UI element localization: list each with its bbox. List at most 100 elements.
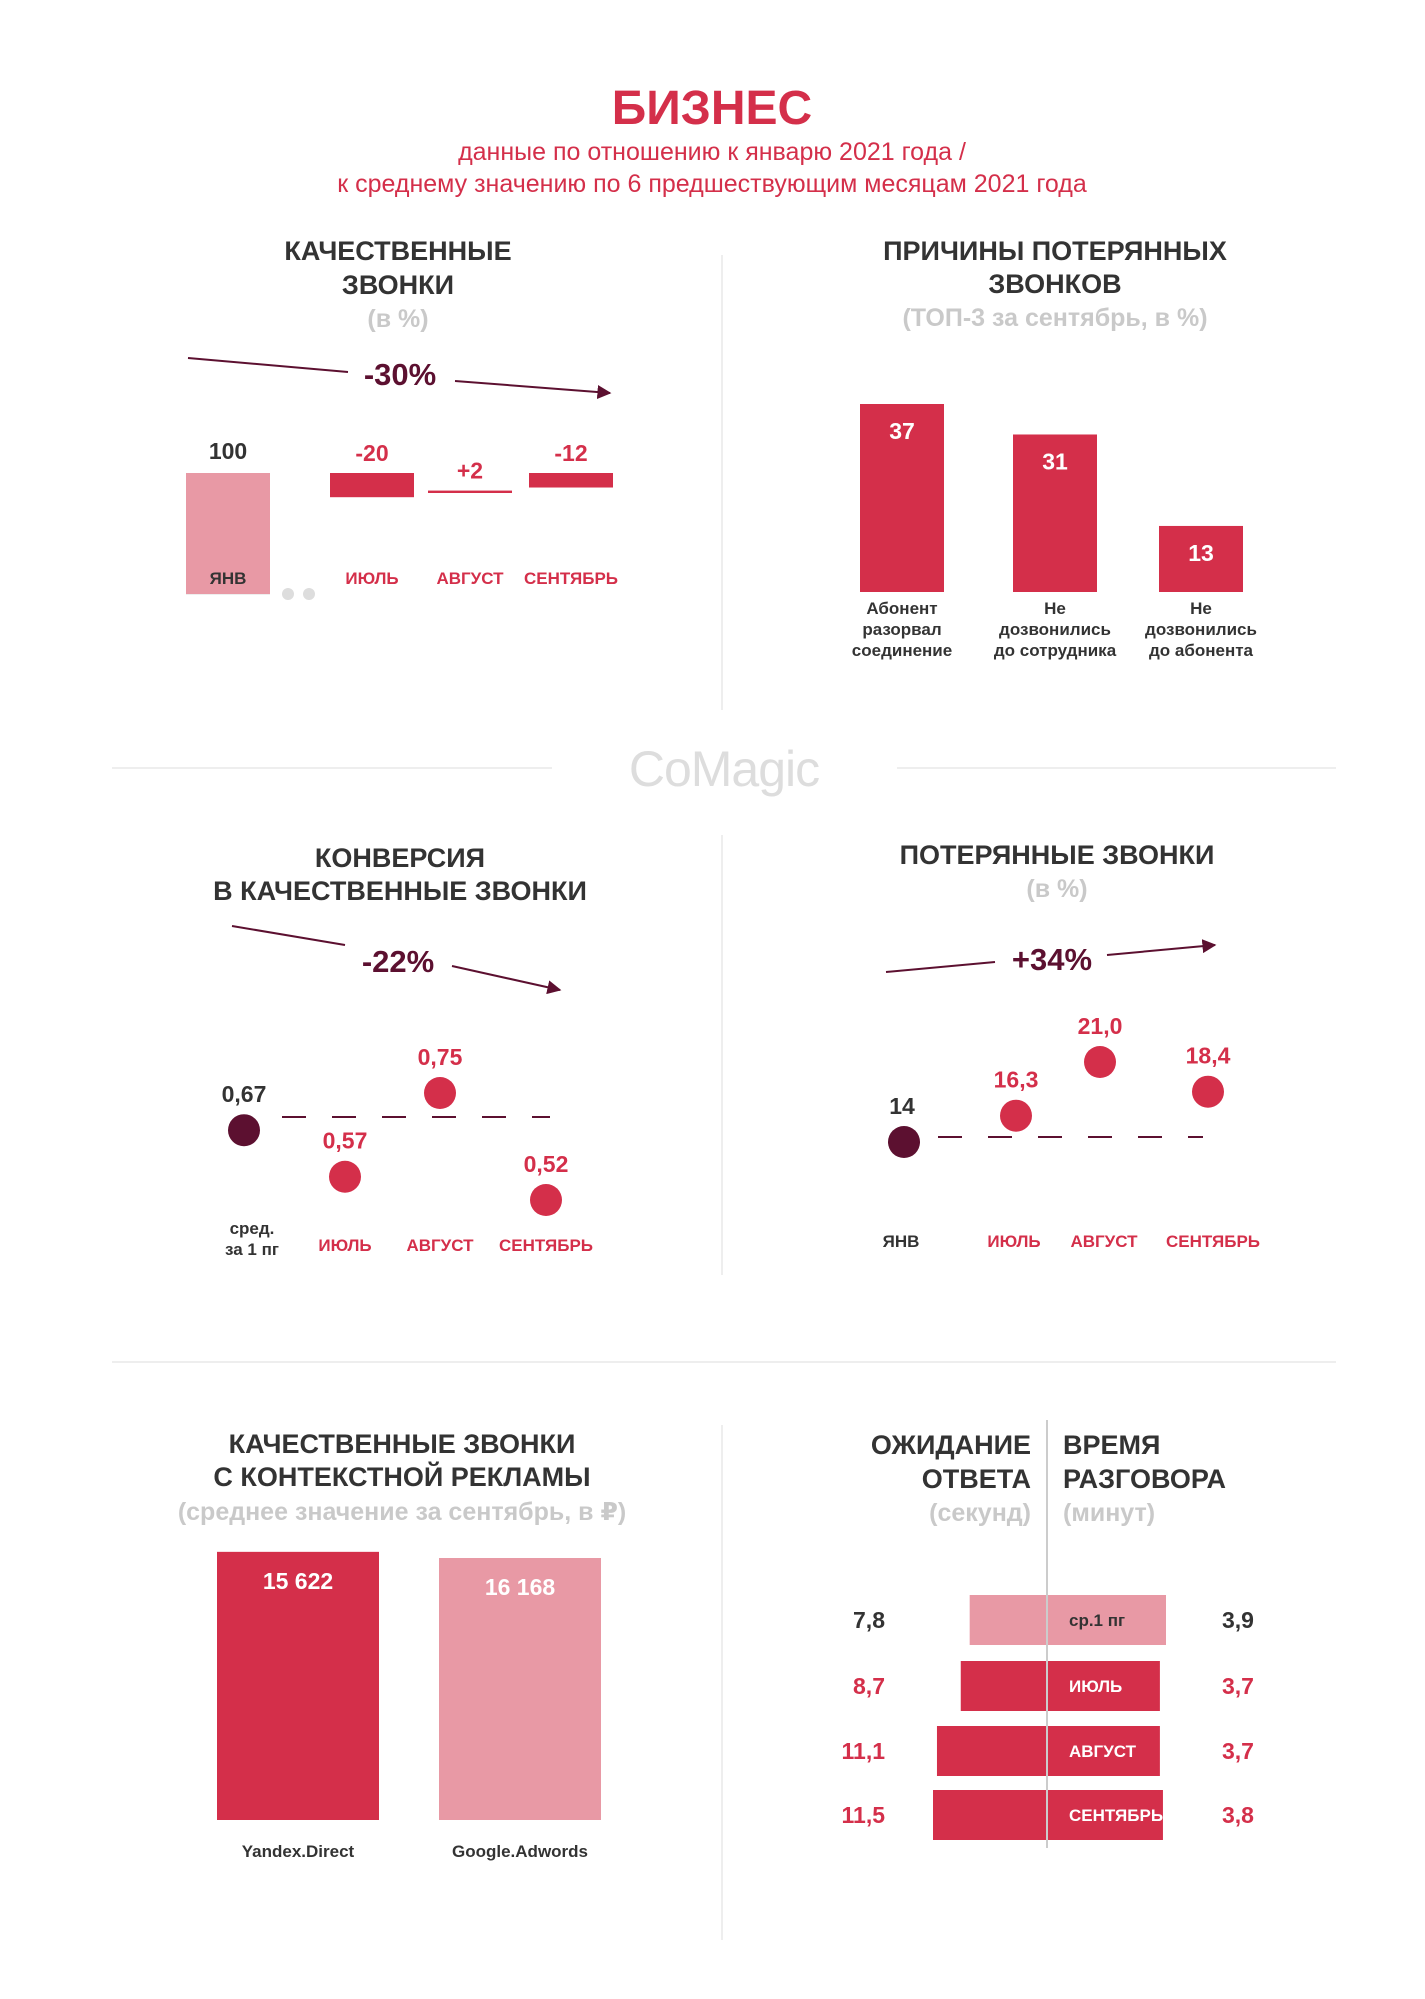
- chart4-tick-label-1: ИЮЛЬ: [987, 1232, 1040, 1251]
- chart4-value-label-0: 14: [889, 1093, 915, 1119]
- chart4-point-2: [1084, 1046, 1116, 1078]
- chart2-tick-label-2-1: дозвонились: [1145, 620, 1257, 639]
- chart3-tick-label-3-0: СЕНТЯБРЬ: [499, 1236, 593, 1255]
- chart1-ellipsis-dot-1: [282, 588, 294, 600]
- chart1-title-line1: КАЧЕСТВЕННЫЕ: [284, 236, 511, 266]
- chart6-right-title-line1: ВРЕМЯ: [1063, 1430, 1160, 1460]
- chart6-left-title-line2: ОТВЕТА: [922, 1464, 1031, 1494]
- chart6-right-bar-1: [1047, 1661, 1160, 1711]
- chart2-tick-label-1-2: до сотрудника: [994, 641, 1117, 660]
- chart2-title-line1: ПРИЧИНЫ ПОТЕРЯННЫХ: [883, 236, 1227, 266]
- chart2-subtitle: (ТОП-3 за сентябрь, в %): [902, 304, 1207, 332]
- page-subtitle-line2: к среднему значению по 6 предшествующим …: [337, 170, 1087, 198]
- chart6-right-value-1: 3,7: [1222, 1673, 1254, 1699]
- chart-quality-calls: КАЧЕСТВЕННЫЕ ЗВОНКИ (в %) -30% 100 ЯНВ -20…: [186, 236, 618, 600]
- chart6-category-label-1: ИЮЛЬ: [1069, 1677, 1122, 1696]
- chart2-title-line2: ЗВОНКОВ: [988, 269, 1121, 299]
- chart4-point-0: [888, 1126, 920, 1158]
- chart4-trend-label: +34%: [1012, 942, 1092, 977]
- chart-lost-calls: ПОТЕРЯННЫЕ ЗВОНКИ (в %) +34% 14 ЯНВ 16,3 ИЮ…: [883, 840, 1260, 1251]
- chart5-bar-1: [439, 1558, 601, 1820]
- page-subtitle-line1: данные по отношению к январю 2021 года /: [458, 138, 966, 166]
- chart-context-ads: КАЧЕСТВЕННЫЕ ЗВОНКИ С КОНТЕКСТНОЙ РЕКЛАМ…: [178, 1429, 626, 1861]
- chart4-value-label-2: 21,0: [1078, 1013, 1123, 1039]
- chart6-left-bar-1: [960, 1661, 1047, 1711]
- chart6-right-bar-0: [1047, 1595, 1166, 1645]
- chart6-left-subtitle: (секунд): [929, 1499, 1031, 1527]
- chart2-bar-0: [860, 404, 944, 592]
- chart2-tick-label-0-2: соединение: [852, 641, 952, 660]
- chart6-left-bar-2: [936, 1726, 1047, 1776]
- chart4-tick-label-0: ЯНВ: [883, 1232, 920, 1251]
- chart5-value-label-1: 16 168: [485, 1574, 556, 1600]
- chart6-right-value-0: 3,9: [1222, 1607, 1254, 1633]
- chart1-tick-label-jan: ЯНВ: [210, 569, 247, 588]
- chart3-title-line2: В КАЧЕСТВЕННЫЕ ЗВОНКИ: [213, 876, 587, 906]
- chart1-value-label-3: -12: [554, 440, 587, 466]
- chart2-bar-1: [1013, 434, 1097, 592]
- chart1-bar-2: [428, 490, 512, 493]
- chart6-left-bar-0: [969, 1595, 1047, 1645]
- chart6-category-label-0: ср.1 пг: [1069, 1611, 1125, 1630]
- chart1-tick-label-3: СЕНТЯБРЬ: [524, 569, 618, 588]
- chart3-title-line1: КОНВЕРСИЯ: [315, 843, 485, 873]
- chart5-bar-0: [217, 1551, 379, 1820]
- chart3-trend-arrow: [451, 965, 562, 995]
- chart6-left-bar-3: [933, 1790, 1047, 1840]
- chart1-trend-arrow: [454, 380, 612, 400]
- chart-lost-reasons: ПРИЧИНЫ ПОТЕРЯННЫХ ЗВОНКОВ (ТОП-3 за сен…: [852, 236, 1257, 660]
- chart2-value-label-2: 13: [1188, 540, 1214, 566]
- chart1-value-label-1: -20: [355, 440, 388, 466]
- chart1-tick-label-1: ИЮЛЬ: [345, 569, 398, 588]
- chart4-subtitle: (в %): [1026, 875, 1087, 903]
- chart5-title-line1: КАЧЕСТВЕННЫЕ ЗВОНКИ: [229, 1429, 576, 1459]
- chart3-point-0: [228, 1114, 260, 1147]
- chart2-tick-label-2-2: до абонента: [1149, 641, 1254, 660]
- chart6-right-title-line2: РАЗГОВОРА: [1063, 1464, 1226, 1494]
- chart4-tick-label-3: СЕНТЯБРЬ: [1166, 1232, 1260, 1251]
- chart3-trend-line-left: [231, 925, 346, 946]
- chart4-point-1: [1000, 1099, 1032, 1132]
- chart4-title: ПОТЕРЯННЫЕ ЗВОНКИ: [900, 840, 1215, 870]
- chart2-tick-label-1-1: дозвонились: [999, 620, 1111, 639]
- chart3-tick-label-1-0: ИЮЛЬ: [318, 1236, 371, 1255]
- chart1-bar-jan: [186, 473, 270, 594]
- chart6-left-value-0: 7,8: [853, 1607, 885, 1633]
- chart2-bar-2: [1159, 525, 1243, 592]
- chart3-value-label-3: 0,52: [524, 1151, 569, 1177]
- chart3-trend-label: -22%: [362, 944, 434, 979]
- chart3-tick-label-2-0: АВГУСТ: [406, 1236, 474, 1255]
- chart1-value-label-2: +2: [457, 458, 483, 484]
- chart1-ellipsis-dot-2: [303, 588, 315, 600]
- chart1-trend-line-left: [187, 357, 349, 373]
- chart6-left-value-1: 8,7: [853, 1673, 885, 1699]
- chart3-tick-label-0-0: сред.: [230, 1219, 275, 1238]
- chart4-trend-line-left: [885, 961, 996, 973]
- chart3-point-1: [329, 1160, 361, 1193]
- chart1-tick-label-2: АВГУСТ: [436, 569, 504, 588]
- chart5-tick-label-1: Google.Adwords: [452, 1842, 588, 1861]
- chart6-category-label-2: АВГУСТ: [1069, 1742, 1137, 1761]
- chart6-right-value-3: 3,8: [1222, 1802, 1254, 1828]
- chart-conversion: КОНВЕРСИЯ В КАЧЕСТВЕННЫЕ ЗВОНКИ -22% 0,6…: [213, 843, 593, 1259]
- chart4-value-label-3: 18,4: [1186, 1043, 1231, 1069]
- chart1-value-label-jan: 100: [209, 438, 247, 464]
- page-title: БИЗНЕС: [612, 82, 812, 135]
- chart6-category-label-3: СЕНТЯБРЬ: [1069, 1806, 1163, 1825]
- chart3-point-3: [530, 1184, 562, 1216]
- chart6-right-value-2: 3,7: [1222, 1738, 1254, 1764]
- chart1-trend-label: -30%: [364, 357, 436, 392]
- chart4-value-label-1: 16,3: [994, 1067, 1039, 1093]
- chart2-tick-label-2-0: Не: [1190, 599, 1212, 618]
- chart6-right-bar-3: [1047, 1790, 1163, 1840]
- chart6-right-subtitle: (минут): [1063, 1499, 1155, 1527]
- chart3-value-label-0: 0,67: [222, 1081, 267, 1107]
- chart3-value-label-1: 0,57: [323, 1128, 368, 1154]
- chart5-subtitle: (среднее значение за сентябрь, в ₽): [178, 1498, 626, 1526]
- chart5-tick-label-0: Yandex.Direct: [242, 1842, 355, 1861]
- chart1-bar-3: [529, 473, 613, 488]
- chart2-tick-label-1-0: Не: [1044, 599, 1066, 618]
- chart5-value-label-0: 15 622: [263, 1568, 333, 1594]
- chart4-trend-arrow: [1106, 939, 1217, 956]
